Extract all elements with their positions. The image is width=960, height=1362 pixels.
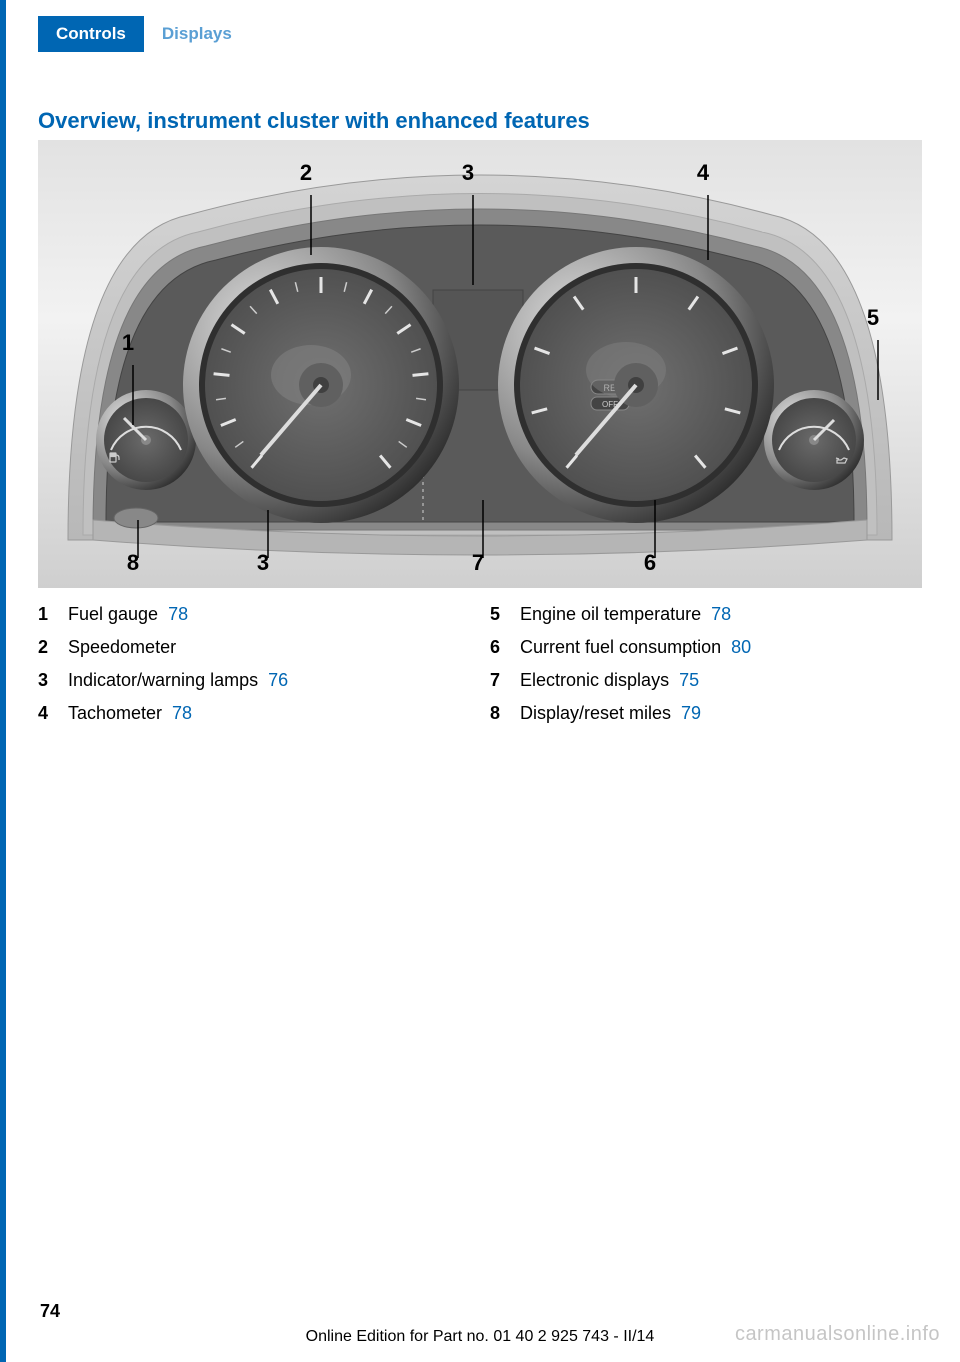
legend-item: 4Tachometer 78	[38, 703, 470, 724]
tab-controls[interactable]: Controls	[38, 16, 144, 52]
legend-page-ref[interactable]: 79	[681, 703, 701, 724]
legend-page-ref[interactable]: 80	[731, 637, 751, 658]
legend-item: 5Engine oil temperature 78	[490, 604, 922, 625]
page-number: 74	[40, 1301, 60, 1322]
legend-text: Engine oil temperature	[520, 604, 701, 625]
left-accent-bar	[0, 0, 6, 1362]
legend-col-right: 5Engine oil temperature786Current fuel c…	[490, 604, 922, 736]
svg-text:3: 3	[257, 550, 269, 575]
svg-text:6: 6	[644, 550, 656, 575]
oil-temp-gauge	[764, 390, 864, 490]
speedometer	[183, 247, 459, 523]
legend-page-ref[interactable]: 76	[268, 670, 288, 691]
legend-item: 8Display/reset miles 79	[490, 703, 922, 724]
legend-text: Current fuel consumption	[520, 637, 721, 658]
svg-text:4: 4	[697, 160, 710, 185]
fuel-gauge	[96, 390, 196, 490]
legend-num: 8	[490, 703, 520, 724]
legend-item: 2Speedometer	[38, 637, 470, 658]
tachometer: READY OFF	[498, 247, 774, 523]
legend-num: 7	[490, 670, 520, 691]
legend-text: Electronic displays	[520, 670, 669, 691]
legend-item: 6Current fuel consumption 80	[490, 637, 922, 658]
header-tabs: Controls Displays	[38, 16, 250, 52]
legend-num: 6	[490, 637, 520, 658]
legend-num: 3	[38, 670, 68, 691]
legend-page-ref[interactable]: 78	[172, 703, 192, 724]
svg-text:2: 2	[300, 160, 312, 185]
svg-text:3: 3	[462, 160, 474, 185]
svg-text:8: 8	[127, 550, 139, 575]
tab-displays[interactable]: Displays	[144, 16, 250, 52]
svg-text:7: 7	[472, 550, 484, 575]
legend-text: Speedometer	[68, 637, 176, 658]
legend-item: 7Electronic displays 75	[490, 670, 922, 691]
legend-col-left: 1Fuel gauge782Speedometer3Indicator/warn…	[38, 604, 470, 736]
legend-text: Display/reset miles	[520, 703, 671, 724]
legend: 1Fuel gauge782Speedometer3Indicator/warn…	[38, 604, 922, 736]
svg-text:5: 5	[867, 305, 879, 330]
legend-page-ref[interactable]: 75	[679, 670, 699, 691]
legend-text: Tachometer	[68, 703, 162, 724]
legend-num: 5	[490, 604, 520, 625]
instrument-cluster-diagram: READY OFF 1 2 3 4 5 6 7 3 8	[38, 140, 922, 588]
legend-page-ref[interactable]: 78	[711, 604, 731, 625]
legend-num: 1	[38, 604, 68, 625]
watermark: carmanualsonline.info	[735, 1323, 940, 1346]
legend-text: Fuel gauge	[68, 604, 158, 625]
legend-num: 2	[38, 637, 68, 658]
svg-text:1: 1	[122, 330, 134, 355]
section-title: Overview, instrument cluster with enhanc…	[38, 108, 590, 134]
legend-item: 1Fuel gauge 78	[38, 604, 470, 625]
legend-num: 4	[38, 703, 68, 724]
legend-item: 3Indicator/warning lamps 76	[38, 670, 470, 691]
legend-text: Indicator/warning lamps	[68, 670, 258, 691]
legend-page-ref[interactable]: 78	[168, 604, 188, 625]
